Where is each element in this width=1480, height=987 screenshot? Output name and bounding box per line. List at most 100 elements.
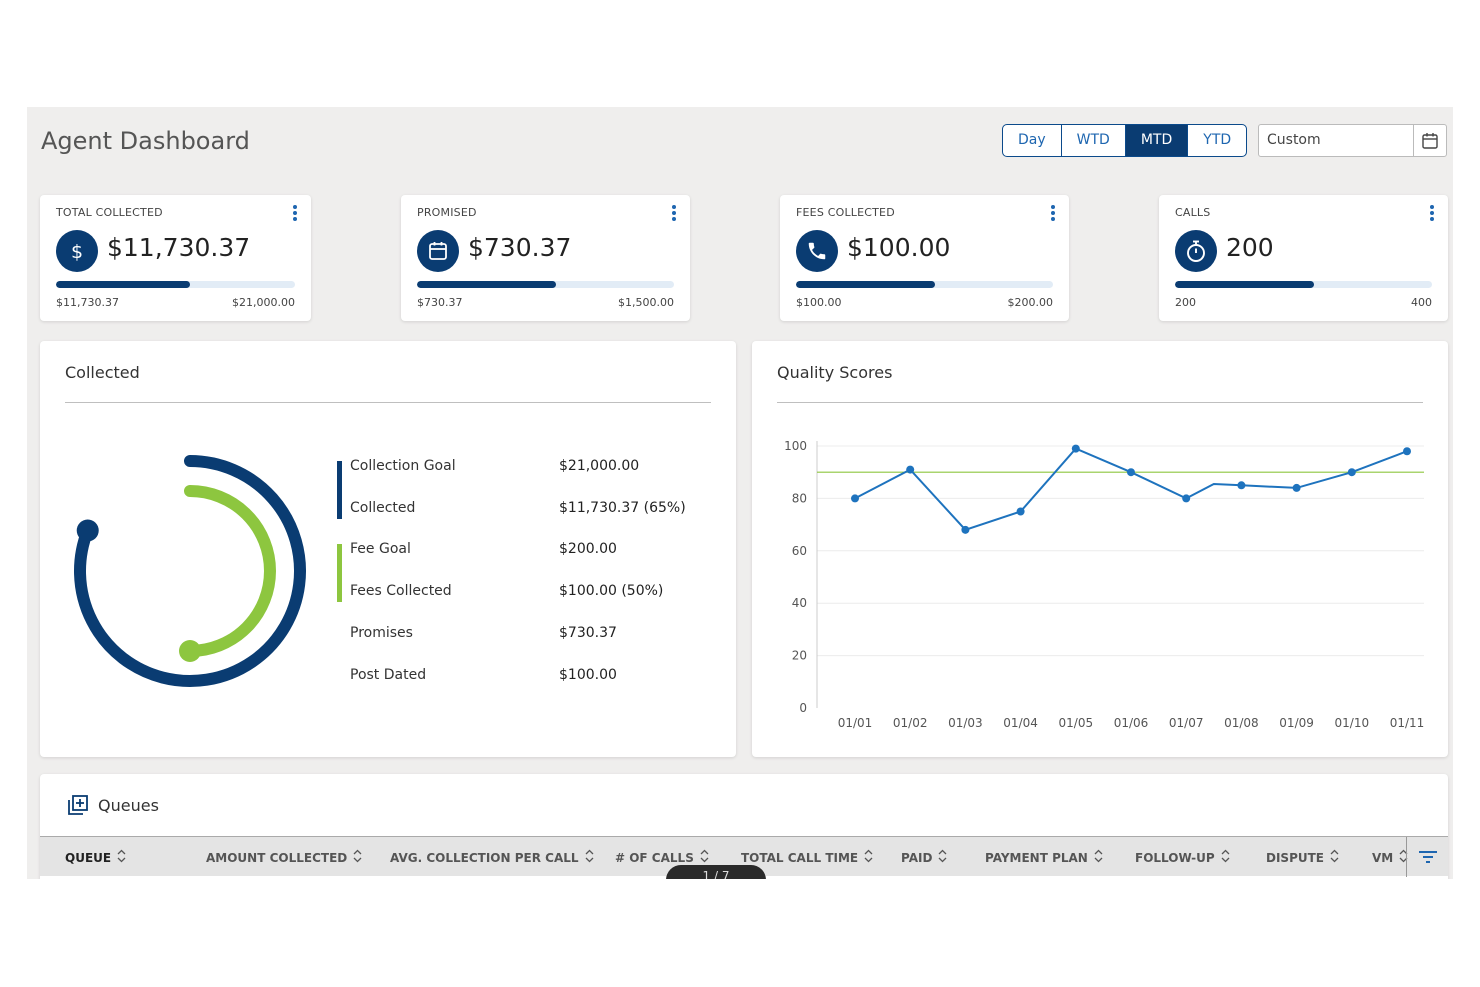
pagination-pill[interactable]: 1 / 7 — [666, 865, 766, 879]
more-vertical-icon[interactable] — [1428, 204, 1436, 222]
divider — [65, 402, 711, 403]
column-header[interactable]: PAYMENT PLAN — [985, 849, 1103, 866]
kpi-progress-fill — [796, 281, 935, 288]
calendar-icon[interactable] — [1413, 125, 1446, 156]
column-header[interactable]: FOLLOW-UP — [1135, 849, 1230, 866]
kpi-max: $1,500.00 — [618, 296, 674, 309]
sort-icon — [117, 849, 126, 866]
data-point — [1016, 507, 1025, 516]
kpi-progress — [56, 281, 295, 288]
kpi-progress-fill — [417, 281, 556, 288]
kpi-card-calls: CALLS 200 200 400 — [1159, 195, 1448, 321]
fees-legend-bar — [337, 544, 342, 602]
column-divider — [1406, 837, 1407, 877]
sort-icon — [1094, 849, 1103, 866]
data-point — [851, 494, 859, 503]
custom-date-input[interactable] — [1267, 132, 1407, 148]
custom-date-field[interactable] — [1258, 124, 1447, 157]
column-header[interactable]: # OF CALLS — [615, 849, 709, 866]
y-tick-label: 80 — [792, 491, 807, 505]
legend-label: Post Dated — [350, 667, 427, 683]
stopwatch-icon — [1175, 230, 1217, 272]
collected-ring — [74, 455, 306, 687]
legend-label: Collected — [350, 500, 416, 516]
legend-value: $21,000.00 — [559, 458, 640, 474]
column-label: # OF CALLS — [615, 850, 694, 865]
column-header[interactable]: VM — [1372, 849, 1408, 866]
legend-label: Fees Collected — [350, 583, 452, 599]
dollar-icon: $ — [56, 230, 98, 272]
column-label: TOTAL CALL TIME — [741, 850, 859, 865]
column-label: PAYMENT PLAN — [985, 850, 1088, 865]
column-header[interactable]: PAID — [901, 849, 947, 866]
kpi-value: $730.37 — [468, 233, 572, 262]
range-wtd-button[interactable]: WTD — [1062, 125, 1126, 156]
kpi-max: 400 — [1411, 296, 1432, 309]
kpi-min: 200 — [1175, 296, 1196, 309]
panel-title: Collected — [65, 363, 140, 382]
data-point — [1403, 447, 1411, 456]
quality-scores-chart: 0 20 40 60 80 100 01/01 01/02 01/03 01/04 01/05 01/… — [784, 439, 1425, 730]
x-tick-label: 01/08 — [1224, 716, 1259, 730]
collected-panel: Collected Collection Goal $21,000.00 Col… — [40, 341, 736, 757]
data-point — [1127, 468, 1135, 477]
range-ytd-button[interactable]: YTD — [1203, 132, 1232, 148]
more-vertical-icon[interactable] — [1049, 204, 1057, 222]
queues-panel: Queues QUEUE AMOUNT COLLECTED AVG. COLLE… — [40, 774, 1448, 879]
column-label: AMOUNT COLLECTED — [206, 850, 348, 865]
kpi-card-promised: PROMISED $730.37 $730.37 $1,500.00 — [401, 195, 690, 321]
sort-icon — [938, 849, 947, 866]
x-tick-label: 01/04 — [1003, 716, 1038, 730]
legend-label: Collection Goal — [350, 458, 456, 474]
column-header[interactable]: AMOUNT COLLECTED — [206, 849, 362, 866]
filter-icon[interactable] — [1418, 849, 1438, 869]
legend-value: $100.00 (50%) — [559, 583, 664, 599]
column-header[interactable]: QUEUE — [65, 849, 126, 866]
dashboard: Agent Dashboard Day WTD MTD YTD TOTAL CO… — [27, 107, 1453, 879]
sort-icon — [353, 849, 362, 866]
column-label: FOLLOW-UP — [1135, 850, 1215, 865]
sort-icon — [585, 849, 594, 866]
legend-value: $100.00 — [559, 667, 617, 683]
kpi-label: FEES COLLECTED — [796, 206, 895, 219]
x-tick-label: 01/11 — [1390, 716, 1425, 730]
quality-scores-panel: Quality Scores 0 20 40 60 80 100 01/01 01/02 01/… — [752, 341, 1448, 757]
data-point — [1071, 444, 1080, 453]
page-title: Agent Dashboard — [41, 127, 250, 155]
y-tick-label: 0 — [799, 701, 807, 715]
kpi-progress — [796, 281, 1053, 288]
data-point — [1292, 483, 1301, 492]
range-mtd-button[interactable]: MTD — [1125, 125, 1189, 156]
data-point — [1182, 494, 1191, 503]
kpi-label: CALLS — [1175, 206, 1211, 219]
kpi-value: 200 — [1226, 233, 1274, 262]
legend-value: $200.00 — [559, 541, 617, 557]
svg-text:$: $ — [71, 241, 83, 262]
column-label: DISPUTE — [1266, 850, 1324, 865]
sort-icon — [700, 849, 709, 866]
kpi-min: $730.37 — [417, 296, 463, 309]
kpi-max: $200.00 — [1007, 296, 1054, 309]
legend-label: Fee Goal — [350, 541, 411, 557]
column-header[interactable]: AVG. COLLECTION PER CALL — [390, 849, 594, 866]
kpi-card-total-collected: TOTAL COLLECTED $ $11,730.37 $11,730.37 … — [40, 195, 311, 321]
more-vertical-icon[interactable] — [291, 204, 299, 222]
panel-title: Queues — [98, 796, 159, 815]
calendar-icon — [417, 230, 459, 272]
pager-text: 1 / 7 — [702, 869, 730, 879]
kpi-progress-fill — [56, 281, 190, 288]
legend-label: Promises — [350, 625, 413, 641]
column-header[interactable]: DISPUTE — [1266, 849, 1339, 866]
y-tick-label: 100 — [784, 439, 807, 453]
x-tick-label: 01/01 — [838, 716, 873, 730]
kpi-min: $11,730.37 — [56, 296, 119, 309]
kpi-min: $100.00 — [796, 296, 842, 309]
x-tick-label: 01/07 — [1169, 716, 1204, 730]
range-day-button[interactable]: Day — [1003, 125, 1062, 156]
legend-value: $730.37 — [559, 625, 617, 641]
series-line — [854, 447, 1408, 531]
column-label: AVG. COLLECTION PER CALL — [390, 850, 579, 865]
kpi-progress — [417, 281, 674, 288]
column-header[interactable]: TOTAL CALL TIME — [741, 849, 873, 866]
more-vertical-icon[interactable] — [670, 204, 678, 222]
